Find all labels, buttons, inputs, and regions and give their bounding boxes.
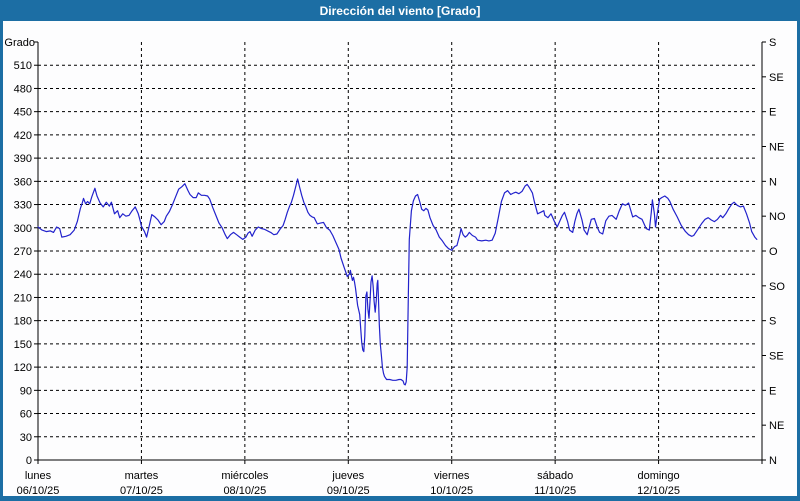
day-date-label: 06/10/25 — [17, 485, 60, 496]
y-axis-tick-label: 240 — [14, 269, 32, 281]
y-axis-title: Grado — [4, 37, 35, 49]
y-axis-tick-label: 450 — [14, 107, 32, 119]
y-axis-tick-label: 390 — [14, 153, 32, 165]
y-axis-tick-label: 120 — [14, 362, 32, 374]
day-date-label: 10/10/25 — [430, 485, 473, 496]
y-axis-tick-label: 360 — [14, 176, 32, 188]
compass-tick-label: N — [769, 176, 777, 188]
y-axis-tick-label: 330 — [14, 200, 32, 212]
plot-area: 0 30 60 90 120 150 180 210 240 270 300 330 360 390 420… — [14, 37, 786, 497]
compass-tick-label: S — [769, 316, 776, 328]
window-title-bar: Dirección del viento [Grado] — [0, 0, 800, 21]
day-date-label: 08/10/25 — [223, 485, 266, 496]
day-date-label: 12/10/25 — [637, 485, 680, 496]
y-axis-tick-label: 60 — [20, 409, 32, 421]
y-axis-tick-label: 480 — [14, 83, 32, 95]
day-date-label: 09/10/25 — [327, 485, 370, 496]
y-axis-tick-label: 210 — [14, 292, 32, 304]
y-axis-tick-label: 300 — [14, 223, 32, 235]
day-name-label: viernes — [434, 470, 470, 482]
compass-tick-label: NO — [769, 211, 786, 223]
compass-tick-label: E — [769, 107, 776, 119]
y-axis-tick-label: 30 — [20, 432, 32, 444]
y-axis-tick-label: 90 — [20, 385, 32, 397]
compass-tick-label: SE — [769, 351, 784, 363]
compass-tick-label: O — [769, 246, 778, 258]
day-date-label: 07/10/25 — [120, 485, 163, 496]
y-axis-tick-label: 270 — [14, 246, 32, 258]
wind-direction-series-line — [37, 178, 758, 386]
chart-panel: Grado 0 30 60 90 120 150 180 210 240 270 300 330 360… — [3, 21, 797, 497]
day-name-label: sábado — [537, 470, 573, 482]
chart-title: Dirección del viento [Grado] — [319, 3, 481, 18]
y-axis-tick-label: 150 — [14, 339, 32, 351]
compass-tick-label: SE — [769, 72, 784, 84]
y-axis-tick-label: 420 — [14, 130, 32, 142]
compass-tick-label: E — [769, 385, 776, 397]
compass-tick-label: S — [769, 37, 776, 49]
y-axis-tick-label: 180 — [14, 316, 32, 328]
day-name-label: lunes — [25, 470, 52, 482]
wind-direction-chart: Grado 0 30 60 90 120 150 180 210 240 270 300 330 360… — [4, 37, 786, 497]
day-name-label: jueves — [331, 470, 364, 482]
day-name-label: domingo — [637, 470, 679, 482]
compass-tick-label: NE — [769, 420, 784, 432]
day-name-label: martes — [125, 470, 159, 482]
compass-tick-label: N — [769, 455, 777, 467]
day-date-label: 11/10/25 — [534, 485, 576, 496]
compass-tick-label: NE — [769, 142, 784, 154]
y-axis-tick-label: 0 — [26, 455, 32, 467]
y-axis-tick-label: 510 — [14, 60, 32, 72]
compass-tick-label: SO — [769, 281, 785, 293]
day-name-label: miércoles — [221, 470, 269, 482]
